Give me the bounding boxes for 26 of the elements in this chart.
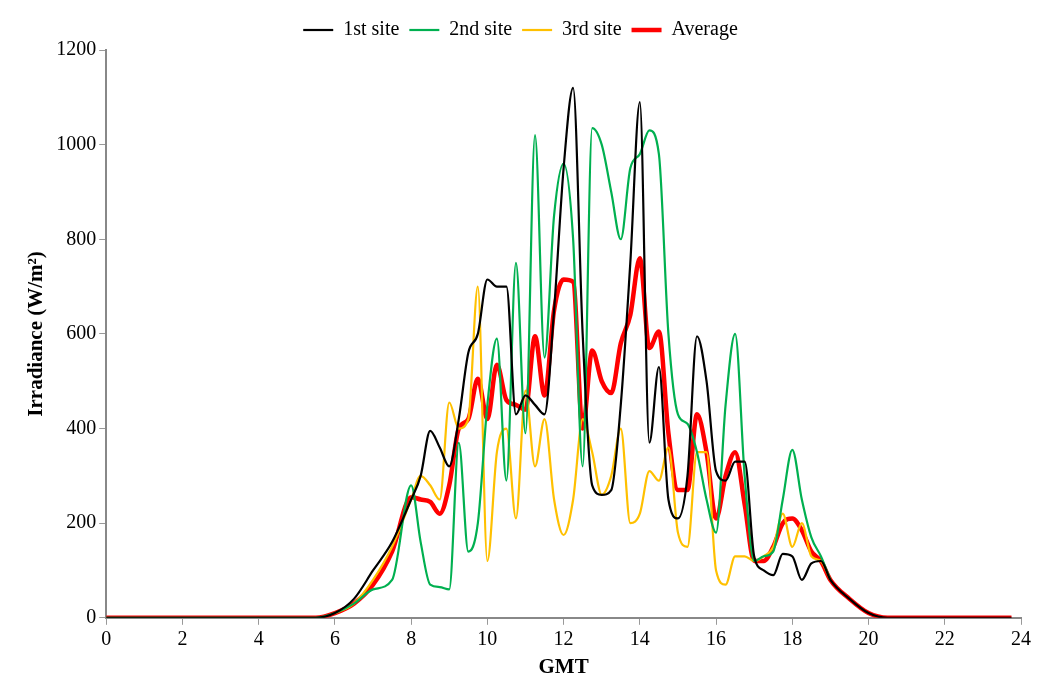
x-tick-label: 18: [782, 627, 803, 650]
y-tick-label: 200: [66, 510, 97, 533]
x-tick-label: 22: [934, 627, 955, 650]
x-tick-label: 10: [477, 627, 498, 650]
legend-label: Average: [671, 17, 738, 41]
x-tick-label: 14: [629, 627, 650, 650]
x-tick-label: 2: [177, 627, 188, 650]
y-tick-label: 800: [66, 226, 97, 249]
legend-label: 2nd site: [449, 17, 513, 40]
x-tick-label: 0: [101, 627, 112, 650]
y-tick-label: 600: [66, 321, 97, 344]
y-tick-label: 1200: [56, 37, 97, 60]
y-tick-label: 400: [66, 415, 97, 438]
x-axis-title: GMT: [538, 653, 589, 678]
y-axis-title: Irradiance (W/m²): [23, 251, 48, 417]
x-tick-label: 8: [406, 627, 417, 650]
x-tick-label: 16: [706, 627, 727, 650]
legend-label: 3rd site: [562, 17, 622, 40]
x-tick-label: 12: [553, 627, 574, 650]
x-tick-label: 4: [253, 627, 264, 650]
x-tick-label: 20: [858, 627, 879, 650]
legend-label: 1st site: [343, 17, 400, 40]
x-tick-label: 24: [1011, 627, 1031, 650]
y-tick-label: 1000: [56, 131, 97, 154]
y-tick-label: 0: [86, 605, 97, 628]
x-tick-label: 6: [329, 627, 340, 650]
